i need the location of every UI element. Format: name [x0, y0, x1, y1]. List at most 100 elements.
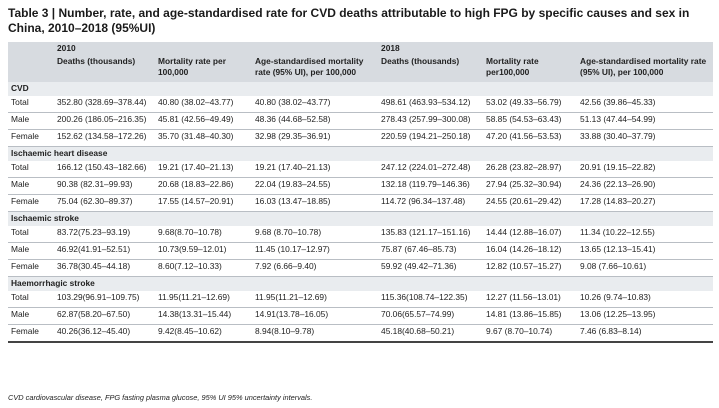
column-header: Deaths (thousands) — [54, 55, 155, 82]
section-row: Ischaemic stroke — [8, 211, 714, 226]
column-header-row: Deaths (thousands) Mortality rate per 10… — [8, 55, 714, 82]
table-cell: 40.26(36.12–45.40) — [54, 324, 155, 343]
table-cell: 40.80 (38.02–43.77) — [155, 96, 252, 113]
table-cell: 8.94(8.10–9.78) — [252, 324, 379, 343]
table-cell: 35.70 (31.48–40.30) — [155, 129, 252, 147]
column-header: Deaths (thousands) — [378, 55, 484, 82]
section-row: CVD — [8, 82, 714, 96]
table-cell: 152.62 (134.58–172.26) — [54, 129, 155, 147]
table-cell: 200.26 (186.05–216.35) — [54, 112, 155, 130]
table-cell: 9.42(8.45–10.62) — [155, 324, 252, 343]
table-cell: 22.04 (19.83–24.55) — [252, 177, 379, 195]
table-cell: 247.12 (224.01–272.48) — [378, 161, 484, 178]
table-cell: 7.92 (6.66–9.40) — [252, 259, 379, 277]
table-cell: 53.02 (49.33–56.79) — [483, 96, 578, 113]
row-label-sex: Male — [8, 112, 54, 130]
row-label-sex: Male — [8, 242, 54, 260]
table-cell: 83.72(75.23–93.19) — [54, 226, 155, 243]
section-row: Haemorrhagic stroke — [8, 276, 714, 291]
table-cell: 75.87 (67.46–85.73) — [378, 242, 484, 260]
table-cell: 16.04 (14.26–18.12) — [483, 242, 578, 260]
table-cell: 220.59 (194.21–250.18) — [378, 129, 484, 147]
table-cell: 12.82 (10.57–15.27) — [483, 259, 578, 277]
row-label-sex: Female — [8, 259, 54, 277]
table-cell: 166.12 (150.43–182.66) — [54, 161, 155, 178]
column-header: Age-standardised mortality rate (95% UI)… — [252, 55, 379, 82]
table-cell: 12.27 (11.56–13.01) — [483, 291, 578, 308]
table-cell: 498.61 (463.93–534.12) — [378, 96, 484, 113]
table-cell: 75.04 (62.30–89.37) — [54, 194, 155, 212]
row-label-sex: Total — [8, 226, 54, 243]
table-cell: 51.13 (47.44–54.99) — [577, 112, 714, 130]
table-cell: 33.88 (30.40–37.79) — [577, 129, 714, 147]
table-cell: 45.81 (42.56–49.49) — [155, 112, 252, 130]
table-cell: 16.03 (13.47–18.85) — [252, 194, 379, 212]
table-cell: 278.43 (257.99–300.08) — [378, 112, 484, 130]
row-label-sex: Total — [8, 96, 54, 113]
table-cell: 70.06(65.57–74.99) — [378, 307, 484, 325]
table-cell: 62.87(58.20–67.50) — [54, 307, 155, 325]
table-row: Total 166.12 (150.43–182.66) 19.21 (17.40–… — [8, 161, 714, 178]
table-cell: 9.68(8.70–10.78) — [155, 226, 252, 243]
year-header-2010: 2010 — [54, 42, 379, 55]
header-blank — [8, 55, 54, 82]
table-cell: 36.78(30.45–44.18) — [54, 259, 155, 277]
table-cell: 14.38(13.31–15.44) — [155, 307, 252, 325]
table-cell: 40.80 (38.02–43.77) — [252, 96, 379, 113]
table-cell: 19.21 (17.40–21.13) — [252, 161, 379, 178]
table-footnote: CVD cardiovascular disease, FPG fasting … — [8, 393, 313, 402]
row-label-sex: Male — [8, 307, 54, 325]
table-cell: 17.55 (14.57–20.91) — [155, 194, 252, 212]
table-row: Male 62.87(58.20–67.50) 14.38(13.31–15.44)… — [8, 307, 714, 325]
table-cell: 45.18(40.68–50.21) — [378, 324, 484, 343]
year-header-row: 2010 2018 — [8, 42, 714, 55]
table-cell: 352.80 (328.69–378.44) — [54, 96, 155, 113]
table-cell: 20.91 (19.15–22.82) — [577, 161, 714, 178]
table-cell: 42.56 (39.86–45.33) — [577, 96, 714, 113]
table-row: Female 152.62 (134.58–172.26) 35.70 (31.48… — [8, 129, 714, 147]
header-blank — [8, 42, 54, 55]
table-cell: 115.36(108.74–122.35) — [378, 291, 484, 308]
table-cell: 14.81 (13.86–15.85) — [483, 307, 578, 325]
row-label-sex: Female — [8, 194, 54, 212]
table-cell: 10.73(9.59–12.01) — [155, 242, 252, 260]
row-label-sex: Female — [8, 324, 54, 343]
section-heading: Haemorrhagic stroke — [8, 276, 714, 291]
year-header-2018: 2018 — [378, 42, 714, 55]
table-row: Female 75.04 (62.30–89.37) 17.55 (14.57–20… — [8, 194, 714, 212]
table-cell: 14.91(13.78–16.05) — [252, 307, 379, 325]
section-heading: CVD — [8, 82, 714, 96]
table-body: CVD Total 352.80 (328.69–378.44) 40.80 (38.… — [8, 82, 714, 343]
table-cell: 11.95(11.21–12.69) — [252, 291, 379, 308]
column-header: Mortality rate per100,000 — [483, 55, 578, 82]
table-cell: 114.72 (96.34–137.48) — [378, 194, 484, 212]
table-title: Table 3 | Number, rate, and age-standard… — [8, 6, 690, 35]
row-label-sex: Male — [8, 177, 54, 195]
table-row: Female 40.26(36.12–45.40) 9.42(8.45–10.62)… — [8, 324, 714, 343]
table-cell: 17.28 (14.83–20.27) — [577, 194, 714, 212]
table-cell: 47.20 (41.56–53.53) — [483, 129, 578, 147]
table-cell: 27.94 (25.32–30.94) — [483, 177, 578, 195]
table-cell: 11.34 (10.22–12.55) — [577, 226, 714, 243]
table-row: Total 352.80 (328.69–378.44) 40.80 (38.02–… — [8, 96, 714, 113]
section-row: Ischaemic heart disease — [8, 146, 714, 161]
table-cell: 11.95(11.21–12.69) — [155, 291, 252, 308]
section-heading: Ischaemic heart disease — [8, 146, 714, 161]
row-label-sex: Total — [8, 161, 54, 178]
table-row: Male 46.92(41.91–52.51) 10.73(9.59–12.01) 1… — [8, 242, 714, 260]
table-row: Female 36.78(30.45–44.18) 8.60(7.12–10.33)… — [8, 259, 714, 277]
table-cell: 103.29(96.91–109.75) — [54, 291, 155, 308]
table-cell: 8.60(7.12–10.33) — [155, 259, 252, 277]
column-header: Age-standardised mortality rate (95% UI)… — [577, 55, 714, 82]
table-cell: 24.55 (20.61–29.42) — [483, 194, 578, 212]
table-cell: 20.68 (18.83–22.86) — [155, 177, 252, 195]
table-cell: 9.67 (8.70–10.74) — [483, 324, 578, 343]
table-cell: 26.28 (23.82–28.97) — [483, 161, 578, 178]
table-cell: 48.36 (44.68–52.58) — [252, 112, 379, 130]
table-cell: 7.46 (6.83–8.14) — [577, 324, 714, 343]
row-label-sex: Total — [8, 291, 54, 308]
table-cell: 132.18 (119.79–146.36) — [378, 177, 484, 195]
table-row: Male 200.26 (186.05–216.35) 45.81 (42.56–4… — [8, 112, 714, 130]
table-cell: 46.92(41.91–52.51) — [54, 242, 155, 260]
